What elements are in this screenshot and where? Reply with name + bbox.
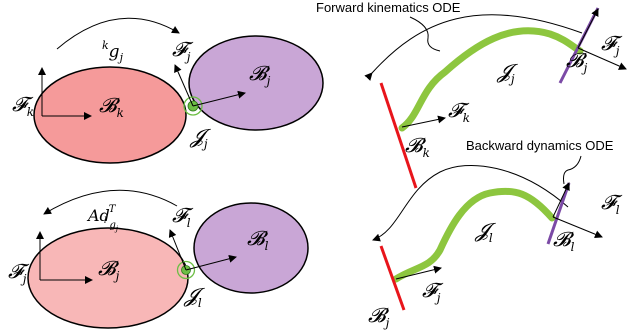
propagation-arc [372,164,569,242]
body-j-label: 𝓑j [249,61,271,88]
body-k-ellipse [33,66,187,164]
frame-l-label: 𝓕l [601,190,623,217]
forward-kinematics-caption: Forward kinematics ODE [316,0,461,15]
joint-l-label: 𝓙l [183,283,206,310]
frame-k-label: 𝓕k [448,98,470,125]
frame-l-axis-1 [552,182,570,218]
frame-l-axis-x [185,254,237,271]
frame-k-axis [401,115,446,128]
body-j-label: 𝓑j [368,303,390,330]
joint-ring [176,260,196,280]
transform-label: kgj [102,39,124,64]
rod-centerline [392,187,556,283]
adjoint-label: AdT gjl [86,204,119,233]
propagation-arc [364,14,583,81]
joint-j-label: 𝓙j [189,124,212,151]
joint-label: 𝓙l [474,218,497,245]
tip-body-l-line [546,182,571,245]
body-j-label: 𝓑j [566,48,588,75]
caption-leader [563,155,582,185]
frame-j-axis-1 [577,8,599,49]
frame-l-label: 𝓕l [172,203,194,230]
base-body-k-line [379,82,418,189]
adjoint-arc [43,189,178,215]
frame-l-axis-2 [552,216,603,239]
frame-j-label: 𝓕j [422,278,444,305]
body-j-label: 𝓑j [98,256,120,283]
panel-rigid-backward: 𝓕j 𝓕l 𝓑j 𝓑l 𝓙l AdT gjl [8,189,309,329]
base-body-j-line [379,245,406,311]
frame-l-axis-y [168,229,187,271]
caption-leader [409,16,441,52]
body-k-label: 𝓑k [99,93,124,120]
frame-j-axis-x [192,90,246,107]
body-j-ellipse [188,35,324,131]
frame-j-axis [395,265,442,280]
panel-soft-backward: Backward dynamics ODE 𝓕l 𝓕j 𝓙l 𝓑l 𝓑j [368,138,623,330]
body-l-ellipse [193,202,309,294]
backward-dynamics-caption: Backward dynamics ODE [466,138,614,153]
transform-arc [56,17,180,50]
frame-j-axis-y [174,64,194,107]
joint-ring [183,96,203,116]
frame-j-label: 𝓕j [172,37,194,64]
frame-j-axis-2 [577,47,627,70]
frame-k-label: 𝓕k [12,92,34,119]
frame-j-label: 𝓕j [8,259,30,286]
frame-j-label: 𝓕j [601,31,623,58]
joint-label: 𝓙j [496,59,519,86]
body-k-label: 𝓑k [405,133,430,160]
rod-centerline [398,27,584,132]
panel-rigid-forward: 𝓕k 𝓕j 𝓑k 𝓑j 𝓙j kgj [12,17,324,164]
body-l-label: 𝓑l [553,227,575,254]
body-l-label: 𝓑l [247,226,269,253]
